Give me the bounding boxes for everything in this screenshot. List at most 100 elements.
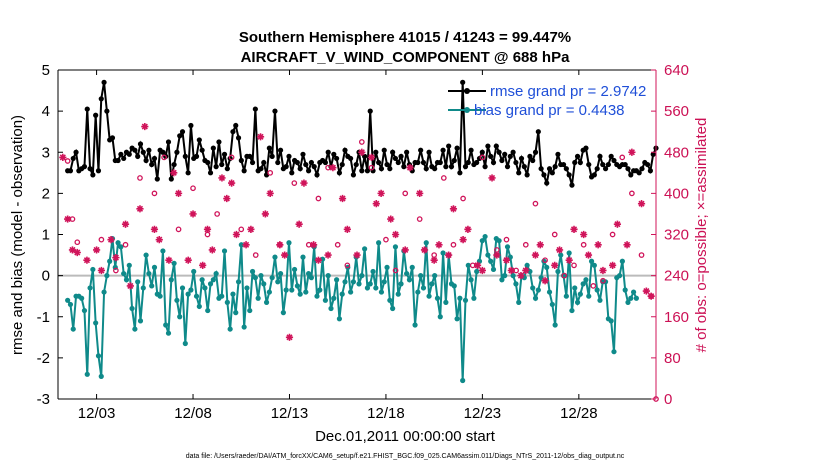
assimilated-obs-point <box>189 210 197 218</box>
rmse-point <box>336 170 343 176</box>
bias-point <box>544 264 550 270</box>
bias-point <box>249 268 256 275</box>
bias-point <box>275 279 281 285</box>
y2-tick-label: 400 <box>664 185 689 202</box>
assimilated-obs-point <box>155 236 163 244</box>
possible-obs-point <box>344 262 351 269</box>
bias-point <box>202 285 208 291</box>
rmse-point <box>572 159 578 166</box>
rmse-point <box>398 153 404 159</box>
possible-obs-point <box>571 262 577 269</box>
rmse-point <box>474 159 480 166</box>
bias-point <box>513 281 519 287</box>
bias-point <box>362 246 368 252</box>
bias-point <box>608 318 614 324</box>
rmse-point <box>482 164 488 170</box>
rmse-point <box>544 180 550 186</box>
assimilated-obs-point <box>367 153 376 161</box>
assimilated-obs-point <box>445 251 453 259</box>
bias-point <box>412 322 418 328</box>
possible-obs-point <box>580 241 587 248</box>
bias-point <box>185 291 191 297</box>
bias-point <box>423 240 429 246</box>
rmse-point <box>415 159 421 166</box>
bias-point <box>241 324 247 330</box>
rmse-point <box>418 147 424 153</box>
rmse-point <box>207 170 214 176</box>
bias-point <box>143 252 149 258</box>
bias-point <box>546 289 553 295</box>
rmse-point <box>118 151 124 157</box>
rmse-point <box>538 166 544 172</box>
possible-obs-point <box>479 154 486 161</box>
bias-point <box>588 258 595 264</box>
assimilated-obs-point <box>459 236 467 244</box>
rmse-point <box>277 147 284 153</box>
bias-point <box>331 295 337 301</box>
rmse-point <box>549 170 555 176</box>
bias-point <box>409 264 415 270</box>
y2-tick-label: 480 <box>664 144 689 161</box>
rmse-point <box>622 161 628 168</box>
bias-point <box>437 314 443 320</box>
series-layer <box>59 79 659 402</box>
assimilated-obs-point <box>430 256 438 264</box>
bias-point <box>121 270 127 277</box>
rmse-point <box>182 153 188 159</box>
y2-tick-labels: 0 80 160 240 320 400 480 560 640 <box>664 62 689 408</box>
bias-point <box>258 273 264 279</box>
y2-axis-label: # of obs: o=possible; ×=assimilated <box>693 118 710 353</box>
rmse-point <box>485 143 491 149</box>
rmse-point <box>149 161 155 168</box>
possible-obs-point <box>267 169 274 176</box>
rmse-point <box>392 155 399 162</box>
assimilated-obs-point <box>343 225 351 233</box>
assimilated-obs-point <box>488 174 496 182</box>
bias-point <box>118 244 124 250</box>
rmse-point <box>465 159 471 166</box>
rmse-point <box>185 170 191 176</box>
bias-point <box>115 240 121 246</box>
bias-point <box>404 270 410 277</box>
rmse-point <box>339 161 345 168</box>
possible-obs-point <box>638 252 645 258</box>
rmse-point <box>507 153 513 159</box>
rmse-point <box>493 143 499 149</box>
assimilated-obs-point <box>406 164 414 172</box>
rmse-point <box>84 106 90 112</box>
assimilated-obs-point <box>391 230 400 239</box>
x-tick-label: 12/18 <box>367 405 405 422</box>
rmse-point <box>541 172 547 178</box>
possible-obs-point <box>383 236 389 243</box>
assimilated-obs-point <box>121 220 130 228</box>
assimilated-obs-point <box>285 333 294 341</box>
possible-obs-point <box>522 241 529 248</box>
rmse-point <box>272 108 278 114</box>
rmse-point <box>479 149 485 155</box>
rmse-point <box>241 168 247 174</box>
bias-point <box>583 277 589 283</box>
possible-obs-point <box>122 241 129 248</box>
assimilated-obs-point <box>642 287 650 295</box>
bias-point <box>364 285 371 291</box>
bias-point <box>454 316 460 322</box>
assimilated-obs-point <box>223 194 231 203</box>
rmse-point <box>126 151 132 157</box>
bias-point <box>157 293 163 299</box>
x-tick-label: 12/03 <box>78 405 116 422</box>
assimilated-obs-point <box>261 210 269 218</box>
y2-tick-label: 160 <box>664 309 689 326</box>
rmse-point <box>440 147 446 153</box>
bias-point <box>325 273 331 279</box>
bias-point <box>434 295 441 301</box>
assimilated-obs-point <box>59 153 67 161</box>
y2-tick-label: 0 <box>664 391 672 408</box>
bias-point <box>179 285 186 291</box>
assimilated-obs-point <box>300 179 308 187</box>
bias-point <box>398 281 404 287</box>
rmse-point <box>93 112 99 118</box>
rmse-point <box>109 135 116 141</box>
rmse-point <box>423 166 429 172</box>
possible-obs-point <box>503 236 510 243</box>
rmse-point <box>87 166 93 172</box>
